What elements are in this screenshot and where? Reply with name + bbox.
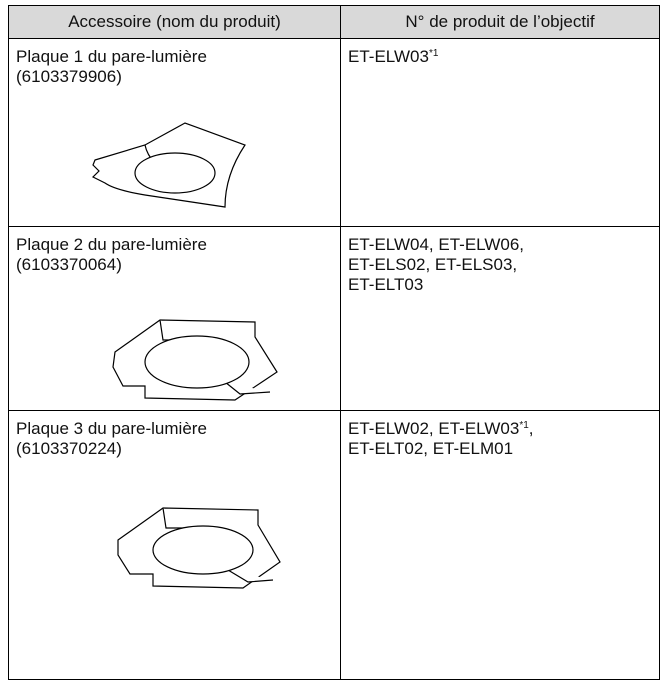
lens-line: ET-ELW02, ET-ELW03*1,: [348, 419, 659, 439]
lens-code: ET-ELW02, ET-ELW03: [348, 419, 520, 438]
footnote-marker: *1: [519, 420, 529, 431]
lens-line: ET-ELT03: [348, 275, 659, 295]
lens-code: ET-ELS02, ET-ELS03,: [348, 255, 518, 274]
header-cell: Accessoire (nom du produit): [8, 5, 341, 39]
page: Accessoire (nom du produit) N° de produi…: [8, 5, 660, 680]
lens-code: ET-ELW04, ET-ELW06,: [348, 235, 525, 254]
lens-line: ET-ELT02, ET-ELM01: [348, 439, 659, 459]
lens-cell: ET-ELW04, ET-ELW06, ET-ELS02, ET-ELS03, ET…: [340, 226, 660, 411]
lens-line: ET-ELW04, ET-ELW06,: [348, 235, 659, 255]
lens-line: ET-ELS02, ET-ELS03,: [348, 255, 659, 275]
product-name: Plaque 2 du pare-lumière: [16, 235, 207, 254]
plate-illustration: [112, 319, 278, 401]
lens-cell: ET-ELW03*1: [340, 38, 660, 227]
lens-code: ET-ELW03: [348, 47, 429, 66]
product-name: Plaque 3 du pare-lumière: [16, 419, 207, 438]
product-code: (6103370224): [16, 439, 122, 458]
plate-illustration: [117, 507, 281, 589]
plate-illustration: [91, 122, 246, 208]
lens-line: ET-ELW03*1: [348, 47, 659, 67]
lens-cell: ET-ELW02, ET-ELW03*1, ET-ELT02, ET-ELM01: [340, 410, 660, 680]
product-name: Plaque 1 du pare-lumière: [16, 47, 207, 66]
lens-code: ET-ELT03: [348, 275, 424, 294]
product-code: (6103379906): [16, 67, 122, 86]
product-code: (6103370064): [16, 255, 122, 274]
header-cell: N° de produit de l’objectif: [340, 5, 660, 39]
lens-code: ,: [528, 419, 534, 438]
footnote-marker: *1: [428, 48, 439, 59]
lens-code: ET-ELT02, ET-ELM01: [348, 439, 514, 458]
